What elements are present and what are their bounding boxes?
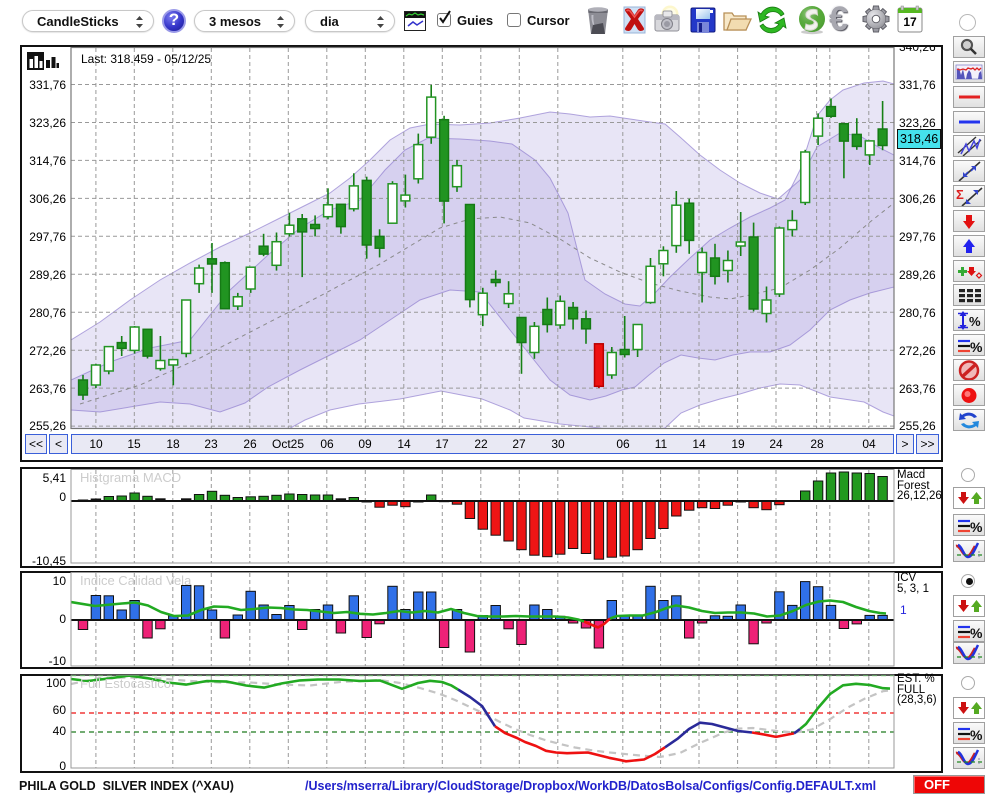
- svg-text:%: %: [970, 625, 983, 641]
- svg-text:%: %: [970, 727, 983, 743]
- svg-text:%: %: [969, 314, 981, 329]
- svg-text:%: %: [970, 339, 983, 355]
- svg-text:Σ: Σ: [956, 187, 964, 202]
- svg-text:17: 17: [903, 15, 917, 29]
- svg-text:%: %: [970, 519, 983, 535]
